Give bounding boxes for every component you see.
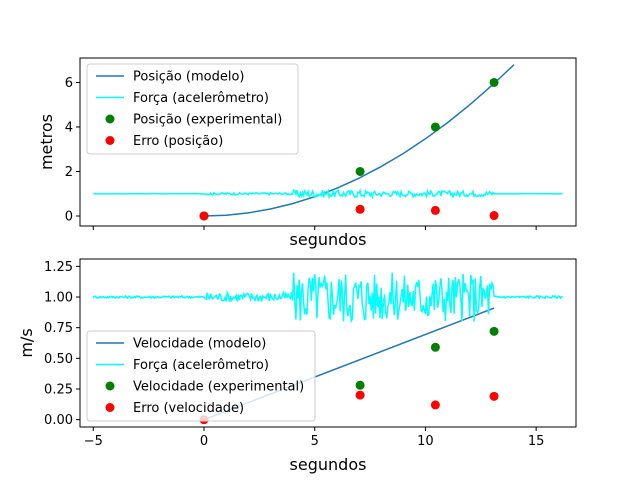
data-point-2-2 [430,122,440,132]
data-point-3-3 [489,211,499,221]
axes-frame [79,57,577,227]
x-tick-label: 15 [528,434,545,449]
y-tick-label: 1.25 [44,260,73,275]
legend-box [86,63,299,155]
legend-label-1: Força (acelerômetro) [133,358,269,373]
legend-label-2: Posição (experimental) [133,113,282,128]
position-chart: 0 2 4 6 segundos metros Posição (modelo) Força … [37,57,577,249]
x-axis-label: segundos [290,230,367,249]
y-axis-label: m/s [17,328,36,357]
legend-label-2: Velocidade (experimental) [133,380,304,395]
legend-swatch-3 [105,403,115,412]
data-point-2-3 [489,77,499,87]
x-axis-label: segundos [290,455,367,474]
data-point-3-1 [355,390,365,400]
x-tick-label: 10 [417,434,434,449]
x-tick-label: −5 [84,434,103,449]
data-point-3-2 [430,400,440,410]
y-tick-label: 4 [65,120,73,135]
legend-label-0: Velocidade (modelo) [133,337,266,352]
legend-label-3: Erro (posição) [133,134,223,149]
y-tick-label: 0.00 [44,413,73,428]
x-tick-label: 0 [200,434,208,449]
series-line-1 [93,187,563,200]
legend-label-0: Posição (modelo) [133,70,245,85]
series-line-1 [92,272,563,324]
plot-area [93,64,563,221]
y-tick-label: 0.75 [44,321,73,336]
data-point-2-1 [430,342,440,352]
y-tick-label: 6 [65,76,73,91]
data-point-3-0 [199,211,209,221]
data-point-2-1 [355,166,365,176]
y-tick-label: 2 [65,165,73,180]
series-line-0 [203,64,515,217]
y-tick-label: 0.50 [44,352,73,367]
legend-swatch-2 [105,381,115,391]
legend-label-1: Força (acelerômetro) [133,91,269,106]
data-point-2-2 [489,326,499,336]
legend-swatch-2 [105,114,115,124]
data-point-3-1 [355,204,365,214]
x-tick-label: 5 [311,434,319,449]
legend-box [86,330,316,422]
velocity-chart: −5 0 5 10 15 0.00 0.25 0.50 0.75 1.00 1.25 segundos… [17,258,577,474]
data-point-3-2 [430,205,440,215]
legend-swatch-3 [105,136,115,145]
y-tick-label: 0.25 [44,382,73,397]
data-point-3-3 [489,391,499,401]
legend-label-3: Erro (velocidade) [133,401,244,416]
y-tick-label: 0 [65,209,73,224]
axes-frame [79,258,577,428]
y-tick-label: 1.00 [44,291,73,306]
data-point-2-0 [355,380,365,390]
y-axis-label: metros [37,114,56,170]
